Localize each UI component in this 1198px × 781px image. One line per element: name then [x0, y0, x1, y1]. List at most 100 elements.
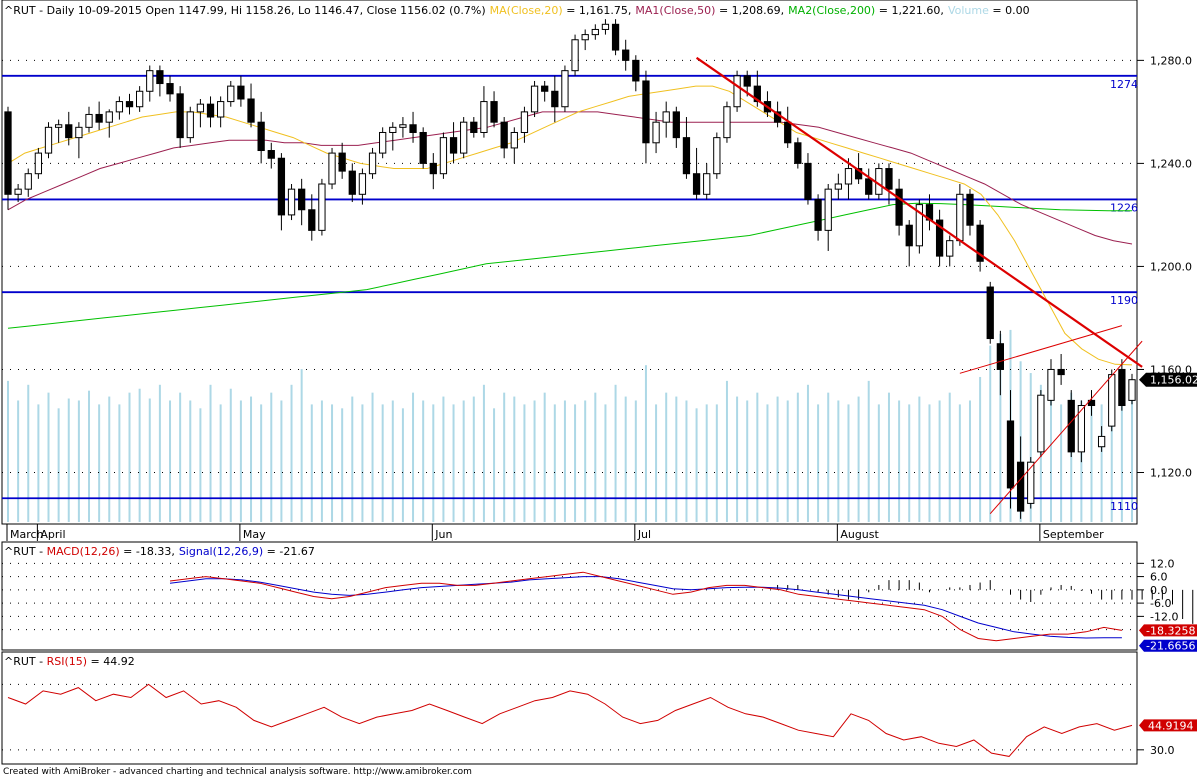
candle-up: [399, 124, 407, 128]
volume-bar: [1060, 404, 1063, 522]
candle-up: [1097, 435, 1106, 448]
candle-up: [318, 183, 326, 231]
volume-bar: [260, 404, 263, 522]
volume-bar: [634, 400, 637, 522]
volume-bar: [979, 376, 982, 522]
candle-up: [652, 121, 660, 144]
signal-last-marker: [1139, 639, 1197, 652]
candle-down: [95, 113, 103, 123]
candle-up: [662, 111, 670, 123]
candle-down: [267, 150, 275, 159]
macd-tick-label: 0.0: [1150, 584, 1168, 597]
macd-tick-label: -6.0: [1150, 597, 1171, 610]
candle-up: [946, 240, 954, 257]
candle-up: [217, 101, 225, 118]
candle-up: [915, 204, 923, 247]
candle-down: [338, 152, 346, 172]
candle-down: [935, 219, 944, 257]
candle-up: [368, 152, 377, 175]
volume-bar: [1110, 408, 1113, 522]
price-y-axis: 1,280.01,240.01,200.01,160.01,120.01,156…: [1137, 54, 1198, 479]
volume-bar: [796, 392, 799, 522]
candle-down: [257, 121, 265, 152]
volume-bar: [300, 369, 303, 522]
volume-bar: [351, 396, 354, 522]
volume-bar: [938, 400, 941, 522]
volume-bar: [189, 400, 192, 522]
candle-down: [125, 101, 134, 108]
moving-averages: [7, 85, 1133, 366]
candle-up: [571, 39, 579, 72]
candle-down: [905, 224, 913, 247]
candle-down: [794, 142, 802, 164]
candle-down: [419, 131, 427, 164]
macd-header-symbol: ^RUT: [4, 545, 36, 558]
volume-bar: [57, 408, 60, 522]
month-label: August: [840, 528, 879, 541]
volume-bar: [442, 396, 445, 522]
volume-bar: [199, 408, 202, 522]
candle-up: [824, 188, 832, 231]
month-label: April: [40, 528, 65, 541]
price-tick-label: 1,240.0: [1150, 157, 1192, 170]
candle-down: [65, 124, 73, 139]
volume-bar: [827, 392, 830, 522]
candle-down: [176, 93, 184, 139]
candle-up: [34, 152, 43, 175]
volume-bar: [67, 398, 70, 522]
candle-down: [206, 103, 215, 118]
candle-down: [449, 137, 458, 154]
signal-last-label: -21.6656: [1146, 640, 1195, 653]
rsi-value: = 44.92: [87, 655, 135, 668]
candle-up: [1047, 368, 1055, 401]
rsi-last-label: 44.9194: [1148, 719, 1194, 732]
volume-bar: [989, 345, 992, 522]
rsi-label: RSI(15): [47, 655, 87, 668]
volume-bar: [270, 392, 273, 522]
volume-bar: [290, 384, 293, 522]
volume-bar: [118, 404, 121, 522]
volume-bar: [239, 400, 242, 522]
volume-bar: [847, 404, 850, 522]
candle-up: [358, 173, 367, 195]
candle-up: [713, 137, 721, 175]
trendlines: [695, 56, 1143, 515]
rsi-header: ^RUT - RSI(15) = 44.92: [4, 655, 135, 668]
volume-bar: [877, 404, 880, 522]
candle-down: [470, 121, 478, 133]
volume-bar: [786, 400, 789, 522]
candle-down: [541, 85, 549, 92]
candle-down: [996, 343, 1004, 370]
candle-up: [561, 70, 569, 108]
level-label: 1110: [1110, 500, 1138, 513]
candle-down: [622, 49, 630, 61]
month-label: Jul: [637, 528, 651, 541]
volume-bar: [999, 333, 1002, 522]
candle-up: [510, 131, 518, 149]
candle-down: [166, 83, 174, 95]
candle-up: [703, 173, 711, 195]
ma200-line: [7, 202, 1132, 329]
month-label: March: [10, 528, 44, 541]
candle-up: [287, 188, 296, 216]
volume-bar: [27, 384, 30, 522]
price-header: ^RUT - Daily 10-09-2015 Open 1147.99, Hi…: [4, 4, 1030, 17]
candle-up: [601, 23, 610, 30]
candle-down: [885, 168, 893, 190]
candle-up: [379, 131, 387, 154]
candle-up: [834, 183, 842, 190]
candle-up: [1077, 405, 1086, 453]
candle-up: [1027, 461, 1035, 504]
volume-bar: [371, 392, 374, 522]
volume-bar: [452, 404, 455, 522]
volume-bar: [543, 392, 546, 522]
macd-tick-label: 6.0: [1150, 571, 1168, 584]
candle-down: [247, 98, 255, 123]
volume-bar: [918, 396, 921, 522]
ma50-line: [7, 111, 1133, 245]
candle-up: [227, 85, 235, 103]
volume-bar: [1100, 404, 1103, 522]
candle-down: [682, 137, 691, 175]
candle-down: [308, 209, 316, 231]
macd-panel: 12.06.00.0-6.0-12.0-18.3258 -21.6656: [2, 557, 1197, 653]
